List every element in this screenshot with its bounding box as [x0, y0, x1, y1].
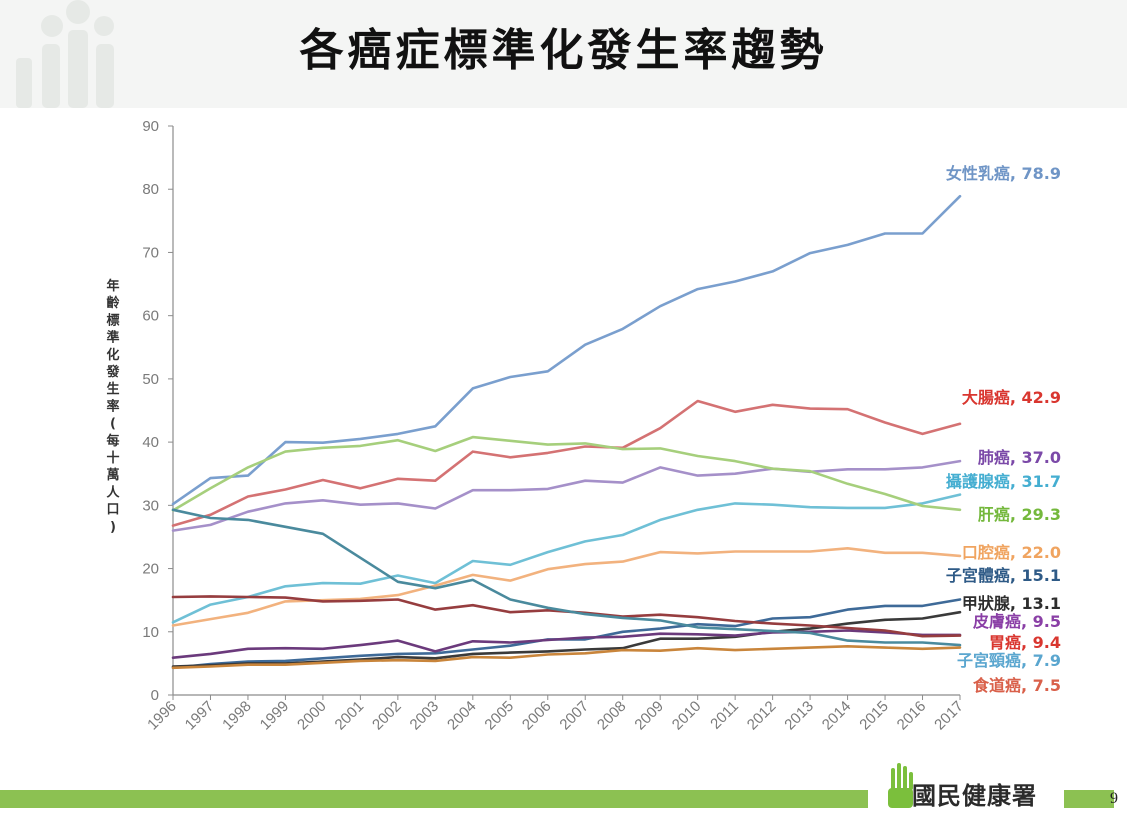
end-label-9: 胃癌, 9.4 — [989, 633, 1061, 652]
y-tick-label: 40 — [142, 434, 159, 451]
series-line-1 — [171, 399, 962, 527]
end-label-2: 肺癌, 37.0 — [978, 448, 1061, 467]
x-tick-label: 2005 — [481, 698, 517, 734]
end-label-3: 攝護腺癌, 31.7 — [946, 472, 1061, 491]
org-name: 國民健康署 — [912, 782, 1037, 810]
x-tick-label: 2000 — [294, 698, 330, 734]
y-tick-label: 50 — [142, 371, 159, 388]
y-axis-title: 年齡標準化發生率(每十萬人口) — [105, 278, 120, 535]
x-tick-label: 2001 — [332, 698, 368, 734]
end-label-5: 口腔癌, 22.0 — [962, 543, 1061, 562]
y-tick-label: 20 — [142, 561, 159, 578]
x-tick-label: 2003 — [407, 698, 443, 734]
y-axis-label: 年齡標準化發生率(每十萬人口) — [105, 278, 120, 535]
footer-bar-right — [1064, 790, 1114, 808]
hand-logo-icon — [888, 763, 913, 808]
y-tick-label: 30 — [142, 497, 159, 514]
x-tick-label: 1998 — [219, 698, 255, 734]
series-line-8 — [171, 629, 962, 660]
x-tick-label: 2012 — [744, 698, 780, 734]
series-line-0 — [171, 194, 962, 506]
y-tick-label: 90 — [142, 118, 159, 135]
footer-bar — [0, 790, 868, 808]
series-line-2 — [171, 459, 962, 532]
series-line-4 — [171, 435, 962, 512]
header-band — [0, 0, 1127, 108]
page-number: 9 — [1110, 790, 1118, 807]
x-tick-label: 2017 — [931, 698, 967, 734]
x-tick-label: 2007 — [556, 698, 592, 734]
end-label-11: 食道癌, 7.5 — [972, 676, 1061, 695]
x-tick-label: 1997 — [182, 698, 218, 734]
y-tick-label: 0 — [151, 687, 159, 704]
x-tick-label: 2008 — [594, 698, 630, 734]
end-label-7: 甲狀腺, 13.1 — [962, 594, 1061, 613]
x-tick-label: 2006 — [519, 698, 555, 734]
x-tick-label: 2010 — [669, 698, 705, 734]
x-tick-label: 2004 — [444, 698, 480, 734]
end-label-10: 子宮頸癌, 7.9 — [957, 651, 1061, 670]
chart-end-labels: 女性乳癌, 78.9 大腸癌, 42.9 肺癌, 37.0 攝護腺癌, 31.7 肝癌,… — [946, 164, 1061, 695]
x-tick-label: 2015 — [856, 698, 892, 734]
y-tick-label: 70 — [142, 244, 159, 261]
x-tick-label: 2013 — [781, 698, 817, 734]
x-tick-label: 1996 — [144, 698, 180, 734]
end-label-4: 肝癌, 29.3 — [978, 505, 1061, 524]
chart-series-lines — [171, 194, 962, 670]
end-label-8: 皮膚癌, 9.5 — [972, 612, 1061, 631]
x-tick-label: 2016 — [894, 698, 930, 734]
x-tick-label: 2002 — [369, 698, 405, 734]
x-tick-label: 2009 — [631, 698, 667, 734]
x-tick-label: 2011 — [707, 698, 742, 733]
end-label-0: 女性乳癌, 78.9 — [946, 164, 1061, 183]
people-logo-icon — [16, 0, 114, 108]
x-tick-label: 1999 — [257, 698, 293, 734]
end-label-1: 大腸癌, 42.9 — [962, 388, 1061, 407]
page-title: 各癌症標準化發生率趨勢 — [299, 25, 828, 76]
series-line-11 — [171, 644, 962, 670]
x-tick-label: 2014 — [819, 698, 855, 734]
series-line-10 — [171, 508, 962, 647]
y-tick-label: 10 — [142, 624, 159, 641]
y-tick-label: 80 — [142, 181, 159, 198]
end-label-6: 子宮體癌, 15.1 — [946, 566, 1061, 585]
series-line-3 — [171, 493, 962, 624]
y-tick-label: 60 — [142, 308, 159, 325]
